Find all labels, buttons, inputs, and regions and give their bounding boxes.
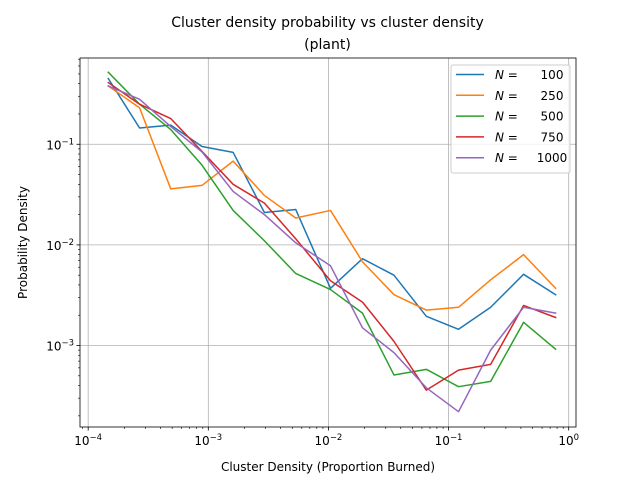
y-axis-label: Probability Density (16, 186, 30, 299)
plot-frame (79, 57, 577, 428)
x-tick-label: 10−2 (315, 433, 343, 448)
y-tick-label-base: 10 (46, 340, 61, 354)
series-lines (107, 71, 557, 413)
x-tick-label-exponent: −2 (330, 433, 343, 443)
legend-label-prefix: N (495, 89, 504, 103)
legend-label-prefix: N (495, 151, 504, 165)
x-tick-label-exponent: −3 (210, 433, 223, 443)
y-tick-label-base: 10 (46, 239, 61, 253)
x-axis-label: Cluster Density (Proportion Burned) (221, 460, 435, 474)
x-tick-label-base: 10 (315, 434, 330, 448)
legend-label-equals: = (504, 68, 522, 82)
legend-label-n-100: N = 100 (495, 68, 563, 82)
y-tick-label-base: 10 (46, 138, 61, 152)
y-tick-label-exponent: −2 (61, 238, 74, 248)
legend-label-n-500: N = 500 (495, 110, 563, 124)
x-tick-label: 10−3 (194, 433, 222, 448)
series-line-n-100 (107, 77, 557, 331)
legend-label-n-1000: N = 1000 (495, 151, 567, 165)
series-line-n-500 (107, 71, 557, 388)
x-tick-label-base: 10 (74, 434, 89, 448)
x-tick-label-exponent: −4 (90, 433, 103, 443)
y-tick-label-exponent: −3 (61, 339, 74, 349)
legend-label-equals: = (504, 110, 522, 124)
x-tick-label: 10−4 (74, 433, 102, 448)
x-tick-label-base: 10 (194, 434, 209, 448)
x-tick-label-base: 10 (558, 434, 573, 448)
legend-label-n-750: N = 750 (495, 130, 563, 144)
legend-label-value: 750 (541, 130, 564, 144)
y-tick-label: 10−2 (46, 238, 74, 253)
y-tick-label: 10−3 (46, 339, 74, 354)
series-line-n-250 (107, 84, 557, 311)
series-line-n-1000 (107, 84, 557, 413)
legend-label-equals: = (504, 89, 522, 103)
x-tick-label: 10−1 (435, 433, 463, 448)
chart-subtitle: (plant) (304, 37, 351, 53)
legend-label-equals: = (504, 151, 522, 165)
y-tick-label-exponent: −1 (61, 137, 74, 147)
legend-label-value: 500 (541, 110, 564, 124)
legend-label-value: 100 (541, 68, 564, 82)
legend-label-value: 1000 (537, 151, 568, 165)
legend-box (450, 64, 571, 174)
legend-label-prefix: N (495, 110, 504, 124)
x-tick-label-exponent: 0 (574, 433, 579, 443)
y-tick-label: 10−1 (46, 137, 74, 152)
legend-label-prefix: N (495, 130, 504, 144)
legend-label-equals: = (504, 130, 522, 144)
legend-label-value: 250 (541, 89, 564, 103)
series-line-n-750 (107, 81, 557, 391)
x-tick-label-exponent: −1 (450, 433, 463, 443)
chart-title: Cluster density probability vs cluster d… (171, 15, 484, 31)
x-tick-label-base: 10 (435, 434, 450, 448)
x-tick-label: 100 (558, 433, 579, 448)
legend-label-n-250: N = 250 (495, 89, 563, 103)
legend-label-prefix: N (495, 68, 504, 82)
